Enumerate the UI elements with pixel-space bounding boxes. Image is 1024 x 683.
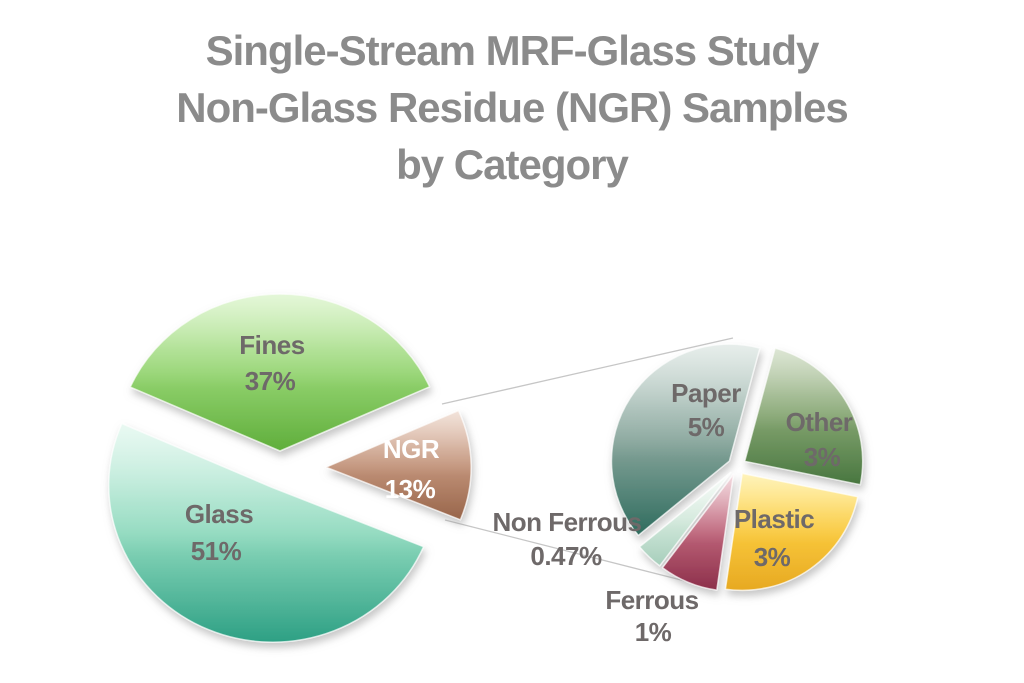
label-non-ferrous: Non Ferrous xyxy=(492,507,641,537)
label-paper-pct: 5% xyxy=(688,412,725,442)
slice-labels: Fines 37% NGR 13% Glass 51% Paper 5% Other 3% Plas… xyxy=(185,330,853,647)
label-other: Other xyxy=(786,407,853,437)
label-glass-pct: 51% xyxy=(191,536,242,566)
label-paper: Paper xyxy=(671,378,741,408)
label-ferrous: Ferrous xyxy=(605,585,698,615)
chart-title-line-1: Single-Stream MRF-Glass Study xyxy=(205,27,820,74)
label-ngr-pct: 13% xyxy=(385,474,436,504)
label-ferrous-pct: 1% xyxy=(635,617,672,647)
label-fines-pct: 37% xyxy=(245,366,296,396)
label-plastic-pct: 3% xyxy=(754,542,791,572)
label-fines: Fines xyxy=(239,330,304,360)
chart-title-line-2: Non-Glass Residue (NGR) Samples xyxy=(176,84,849,131)
label-non-ferrous-pct: 0.47% xyxy=(530,541,602,571)
connector-line-2 xyxy=(444,519,690,583)
label-ngr: NGR xyxy=(383,434,440,464)
label-plastic: Plastic xyxy=(734,504,814,534)
label-other-pct: 3% xyxy=(804,442,841,472)
chart-title: Single-Stream MRF-Glass Study Non-Glass … xyxy=(0,22,1024,193)
label-glass: Glass xyxy=(185,499,253,529)
chart-title-line-3: by Category xyxy=(396,141,629,188)
